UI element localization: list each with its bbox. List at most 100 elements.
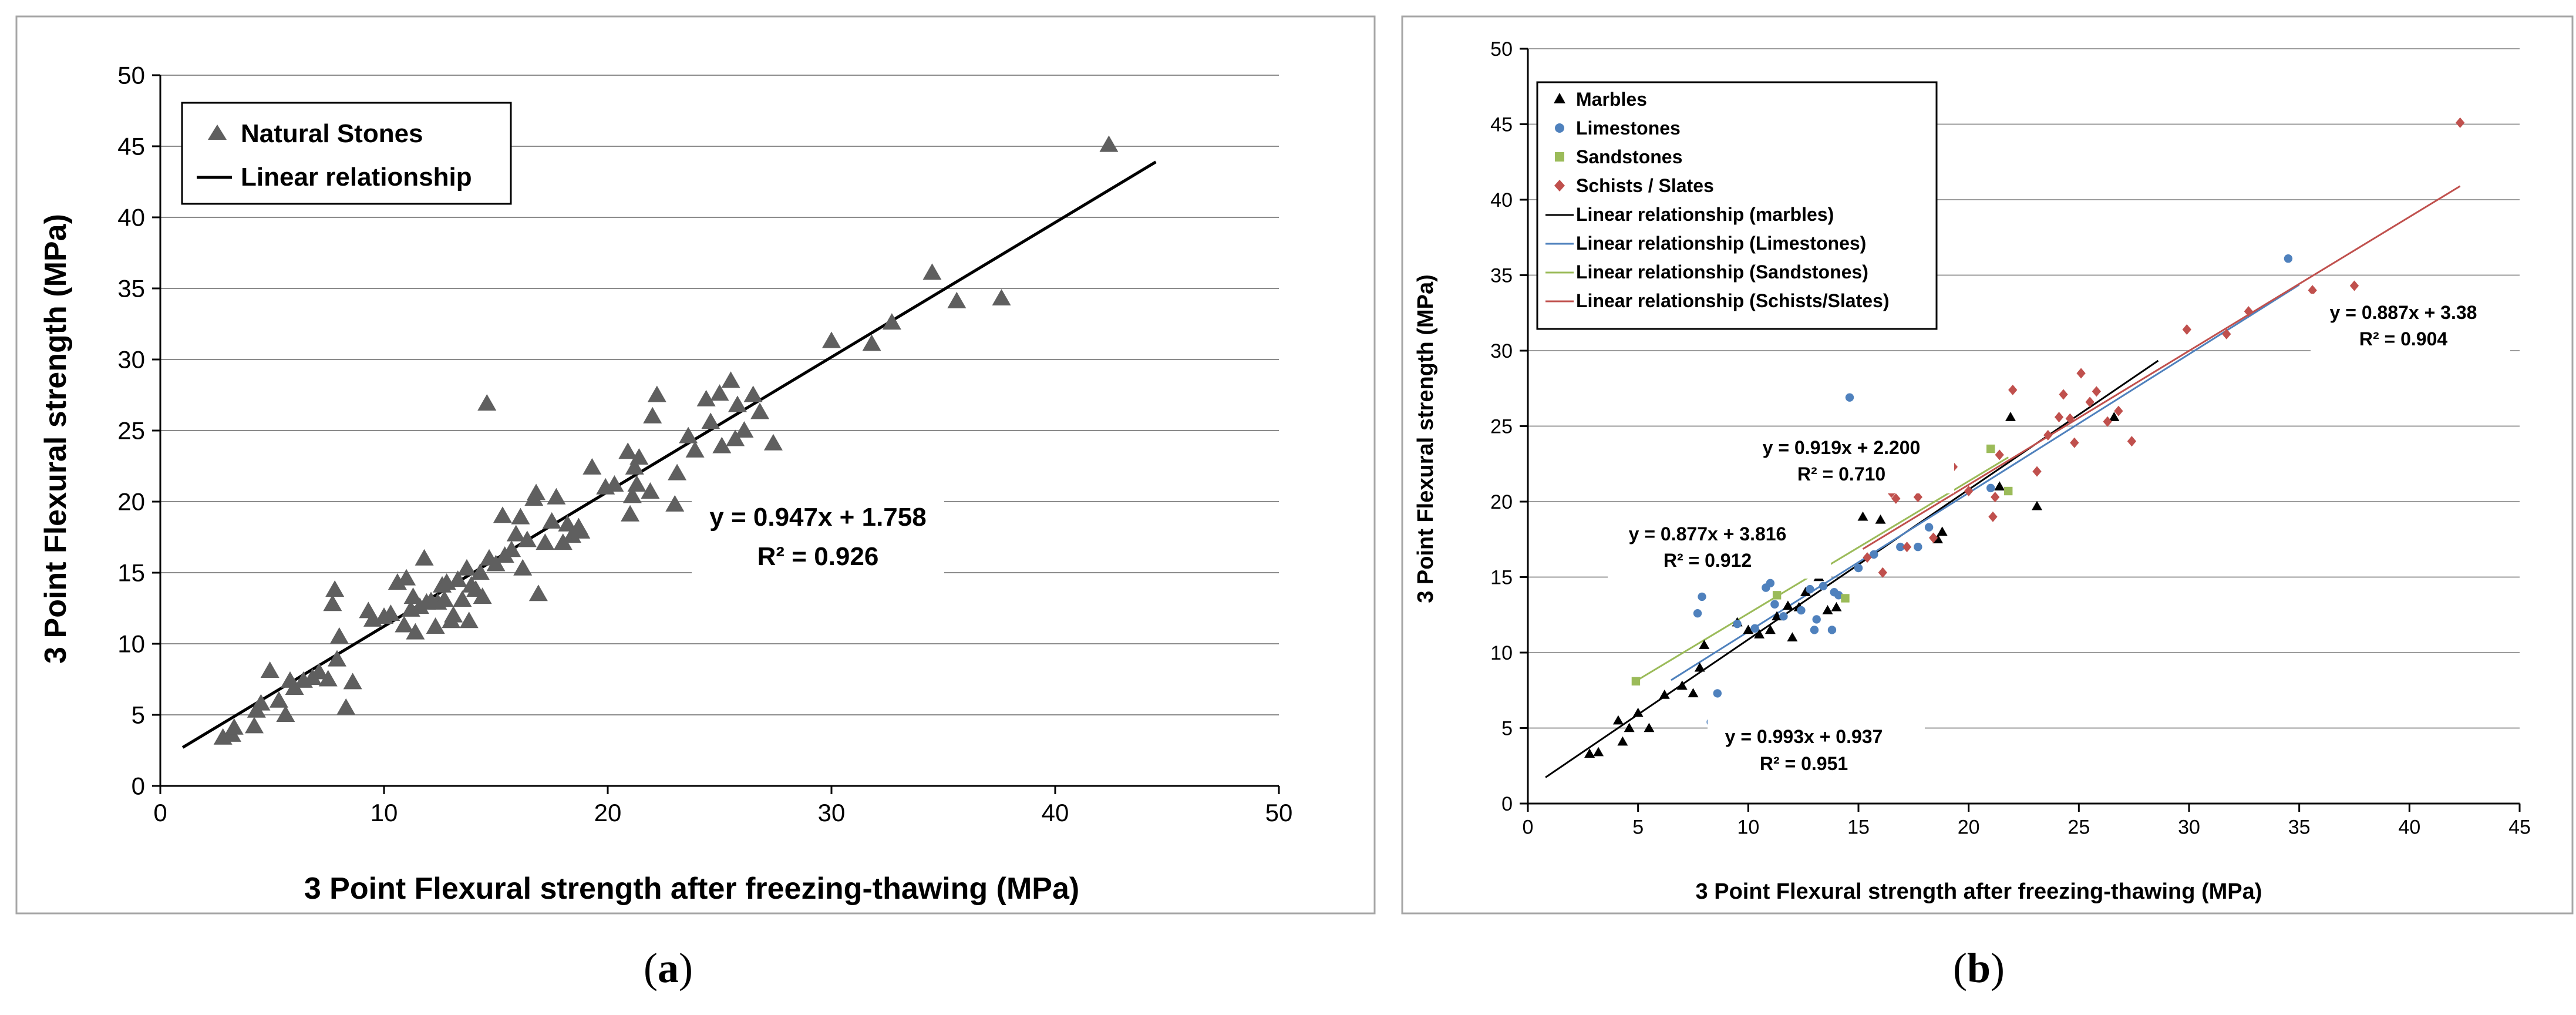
point-natural-stones — [506, 525, 526, 542]
chart-a-y-tick-labels: 0 5 10 15 20 25 30 35 40 45 50 — [117, 62, 145, 800]
point-natural-stones — [625, 458, 644, 475]
point-natural-stones — [685, 441, 705, 458]
point-marbles — [1857, 511, 1868, 521]
chart-b-legend-limestones: Limestones — [1576, 117, 1681, 139]
point-natural-stones — [922, 263, 942, 280]
chart-b-y-tick-label: 35 — [1490, 264, 1513, 287]
chart-a-equation: y = 0.947x + 1.758 — [709, 503, 926, 532]
point-natural-stones — [513, 559, 533, 576]
chart-a-x-tick-label: 10 — [371, 799, 398, 826]
chart-b-legend-line-schists: Linear relationship (Schists/Slates) — [1576, 290, 1889, 311]
legend-triangle-marker — [208, 125, 227, 140]
chart-b-x-tick-labels: 0 5 10 15 20 25 30 35 40 45 — [1523, 816, 2531, 838]
point-natural-stones — [448, 570, 467, 587]
point-natural-stones — [643, 406, 662, 424]
chart-b-x-tick-label: 25 — [2067, 816, 2090, 838]
chart-b-legend-sandstones: Sandstones — [1576, 146, 1682, 167]
chart-a-y-tick-label: 10 — [117, 630, 145, 658]
point-natural-stones — [395, 616, 414, 633]
chart-b-x-tick-label: 40 — [2398, 816, 2420, 838]
point-natural-stones — [457, 559, 476, 576]
point-natural-stones — [388, 573, 407, 590]
point-natural-stones — [511, 508, 530, 525]
chart-b-y-tick-label: 15 — [1490, 566, 1513, 589]
point-limestones — [1986, 483, 1995, 493]
point-limestones — [2284, 254, 2293, 263]
point-natural-stones — [701, 412, 720, 429]
chart-b-y-tick-label: 30 — [1490, 340, 1513, 362]
point-natural-stones — [721, 371, 740, 388]
trendline-linear-relationship-schists-slates- — [1862, 185, 2461, 550]
point-limestones — [1770, 600, 1779, 609]
point-natural-stones — [710, 384, 729, 401]
point-schists-slates — [2054, 412, 2064, 423]
point-schists-slates — [2043, 429, 2053, 441]
point-natural-stones — [547, 488, 566, 505]
point-limestones — [1797, 606, 1806, 615]
point-limestones — [1698, 592, 1706, 601]
point-limestones — [1924, 523, 1934, 532]
point-schists-slates — [2008, 384, 2018, 395]
chart-a-x-tick-label: 0 — [153, 799, 167, 826]
point-natural-stones — [276, 705, 295, 722]
point-marbles — [1937, 526, 1948, 536]
point-natural-stones — [947, 291, 967, 308]
point-marbles — [1676, 680, 1688, 690]
chart-a-y-tick-label: 15 — [117, 559, 145, 587]
chart-a-y-tick-label: 35 — [117, 275, 145, 303]
chart-b-x-tick-label: 15 — [1847, 816, 1870, 838]
point-natural-stones — [750, 402, 770, 419]
chart-b-sandstones-annotation-bg — [1608, 517, 1831, 579]
point-limestones — [1854, 563, 1863, 573]
point-limestones — [1713, 689, 1722, 698]
point-marbles — [2005, 412, 2016, 421]
trendline-linear-relationship — [181, 160, 1157, 749]
point-natural-stones — [992, 288, 1011, 305]
point-natural-stones — [563, 526, 582, 543]
chart-a-y-axis-title: 3 Point Flexural strength (MPa) — [39, 214, 73, 664]
point-natural-stones — [493, 506, 512, 523]
chart-b-schists-annotation-bg — [2311, 294, 2510, 355]
chart-b-sandstones-r-squared: R² = 0.912 — [1664, 550, 1752, 571]
point-limestones — [1914, 542, 1922, 552]
chart-b-marbles-r-squared: R² = 0.951 — [1760, 753, 1848, 774]
point-natural-stones — [329, 627, 349, 644]
chart-b-x-tick-label: 30 — [2178, 816, 2200, 838]
point-schists-slates — [2085, 396, 2095, 408]
point-schists-slates — [1891, 493, 1901, 504]
chart-b-x-tick-label: 0 — [1523, 816, 1534, 838]
chart-a-points — [213, 135, 1119, 745]
chart-a-y-tick-label: 30 — [117, 346, 145, 374]
chart-b-legend: Marbles Limestones Sandstones Schists / … — [1536, 81, 1938, 330]
point-limestones — [1750, 624, 1759, 633]
point-marbles — [1875, 514, 1886, 524]
chart-b-x-tick-label: 20 — [1958, 816, 1980, 838]
point-natural-stones — [696, 389, 716, 406]
point-natural-stones — [245, 717, 264, 734]
point-marbles — [1694, 662, 1705, 672]
chart-a-x-axis-title: 3 Point Flexural strength after freezing… — [304, 872, 1079, 906]
trendline-linear-relationship-marbles- — [1545, 359, 2159, 778]
point-schists-slates — [1902, 542, 1912, 553]
chart-a-x-tick-label: 40 — [1042, 799, 1069, 826]
point-natural-stones — [224, 718, 244, 735]
point-limestones — [1810, 626, 1819, 634]
point-natural-stones — [542, 512, 561, 529]
point-limestones — [1693, 609, 1702, 618]
point-natural-stones — [502, 540, 521, 557]
chart-a-legend: Natural Stones Linear relationship — [181, 102, 512, 205]
point-schists-slates — [2114, 405, 2123, 416]
point-natural-stones — [309, 663, 329, 680]
point-natural-stones — [627, 475, 646, 492]
point-marbles — [1644, 722, 1655, 732]
point-natural-stones — [473, 587, 492, 604]
chart-a-y-tick-label: 5 — [132, 701, 145, 729]
chart-a-y-tick-label: 40 — [117, 204, 145, 231]
point-sandstones — [1631, 677, 1641, 686]
chart-b-x-tick-label: 5 — [1632, 816, 1644, 838]
point-schists-slates — [2070, 437, 2079, 448]
point-natural-stones — [444, 606, 463, 623]
point-natural-stones — [397, 569, 416, 586]
legend-schists-marker — [1554, 180, 1565, 191]
point-natural-stones — [251, 694, 271, 711]
